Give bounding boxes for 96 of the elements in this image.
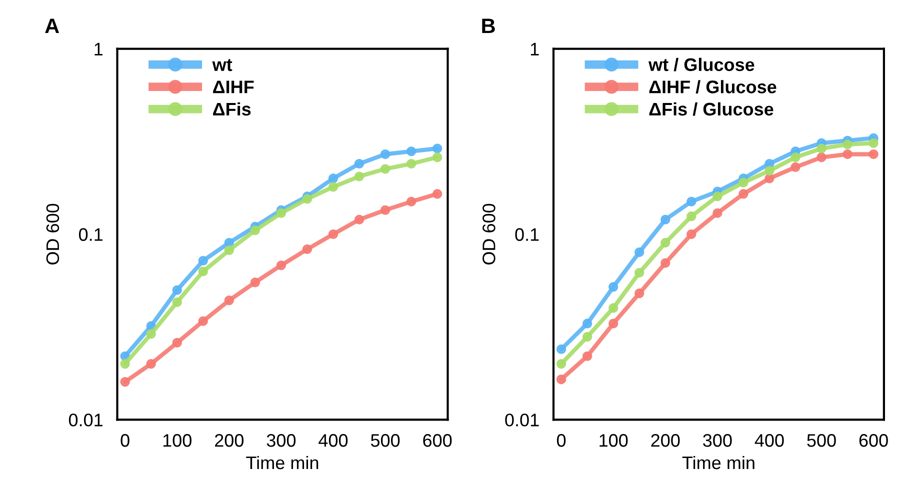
point xyxy=(556,344,566,354)
point xyxy=(816,144,826,154)
legend-label: wt xyxy=(212,59,232,72)
point xyxy=(686,229,696,240)
point xyxy=(198,256,208,266)
x-tick-label: 400 xyxy=(318,434,348,447)
legend-label: ΔIHF / Glucose xyxy=(649,80,776,94)
point xyxy=(328,182,338,192)
x-axis-title: Time min xyxy=(246,456,318,470)
legend-label: ΔFis xyxy=(213,102,251,116)
point xyxy=(790,152,800,162)
point xyxy=(582,318,592,328)
legend-label: ΔIHF xyxy=(213,80,254,94)
point xyxy=(868,138,878,148)
point xyxy=(660,238,670,248)
point xyxy=(406,158,416,169)
x-tick-label: 0 xyxy=(556,434,566,447)
point xyxy=(608,282,618,292)
y-tick-label: 0.1 xyxy=(515,228,539,241)
point xyxy=(764,166,774,176)
point xyxy=(556,374,566,384)
point xyxy=(660,258,670,268)
point xyxy=(608,318,618,328)
point xyxy=(354,214,364,224)
x-tick-label: 0 xyxy=(120,434,130,447)
point xyxy=(380,205,390,215)
chart-title: B xyxy=(482,18,495,34)
point xyxy=(868,149,878,160)
point xyxy=(172,285,182,295)
point xyxy=(146,329,156,339)
point xyxy=(432,152,442,162)
point xyxy=(608,303,618,313)
point xyxy=(712,192,722,202)
point xyxy=(250,278,260,288)
point xyxy=(302,194,312,204)
point xyxy=(354,158,364,169)
point xyxy=(172,297,182,308)
x-tick-label: 500 xyxy=(807,434,836,447)
y-tick-label: 1 xyxy=(94,42,102,56)
legend-label: wt / Glucose xyxy=(648,58,754,72)
x-axis-title: Time min xyxy=(682,456,754,470)
point xyxy=(432,144,442,154)
point xyxy=(556,358,566,369)
point xyxy=(790,162,800,172)
point xyxy=(198,316,208,326)
y-axis-title: OD 600 xyxy=(46,204,60,264)
point xyxy=(380,149,390,160)
point xyxy=(276,260,286,270)
y-tick-label: 0.01 xyxy=(68,414,102,426)
point xyxy=(816,152,826,162)
legend-label: ΔFis / Glucose xyxy=(649,102,774,116)
point xyxy=(660,214,670,224)
point xyxy=(686,211,696,222)
y-tick-label: 1 xyxy=(530,42,539,56)
y-axis-title: OD 600 xyxy=(482,204,496,264)
x-tick-label: 100 xyxy=(600,434,628,447)
point xyxy=(250,225,260,236)
point xyxy=(276,208,286,218)
point xyxy=(842,149,852,160)
x-tick-label: 400 xyxy=(754,434,784,447)
chart-title: A xyxy=(45,18,60,34)
point xyxy=(738,178,748,188)
x-tick-label: 100 xyxy=(163,434,192,447)
x-tick-label: 300 xyxy=(703,434,732,447)
point xyxy=(224,245,234,256)
point xyxy=(354,172,364,182)
x-tick-label: 600 xyxy=(423,434,452,447)
point xyxy=(738,189,748,199)
point xyxy=(302,244,312,254)
point xyxy=(380,164,390,174)
point xyxy=(712,208,722,218)
y-tick-label: 0.1 xyxy=(78,228,102,241)
point xyxy=(120,358,130,369)
x-tick-label: 300 xyxy=(266,434,296,447)
point xyxy=(224,295,234,306)
point xyxy=(582,332,592,342)
point xyxy=(406,146,416,156)
x-tick-label: 200 xyxy=(651,434,680,447)
point xyxy=(842,140,852,150)
point xyxy=(146,358,156,369)
point xyxy=(634,268,644,278)
x-tick-label: 600 xyxy=(859,434,888,447)
point xyxy=(634,288,644,298)
y-tick-label: 0.01 xyxy=(505,414,539,426)
point xyxy=(686,196,696,206)
point xyxy=(582,351,592,362)
point xyxy=(634,247,644,258)
point xyxy=(328,174,338,184)
x-tick-label: 200 xyxy=(215,434,244,447)
point xyxy=(406,196,416,206)
point xyxy=(198,266,208,276)
point xyxy=(432,189,442,199)
x-tick-label: 500 xyxy=(370,434,400,447)
point xyxy=(328,229,338,240)
point xyxy=(120,376,130,387)
point xyxy=(172,338,182,348)
